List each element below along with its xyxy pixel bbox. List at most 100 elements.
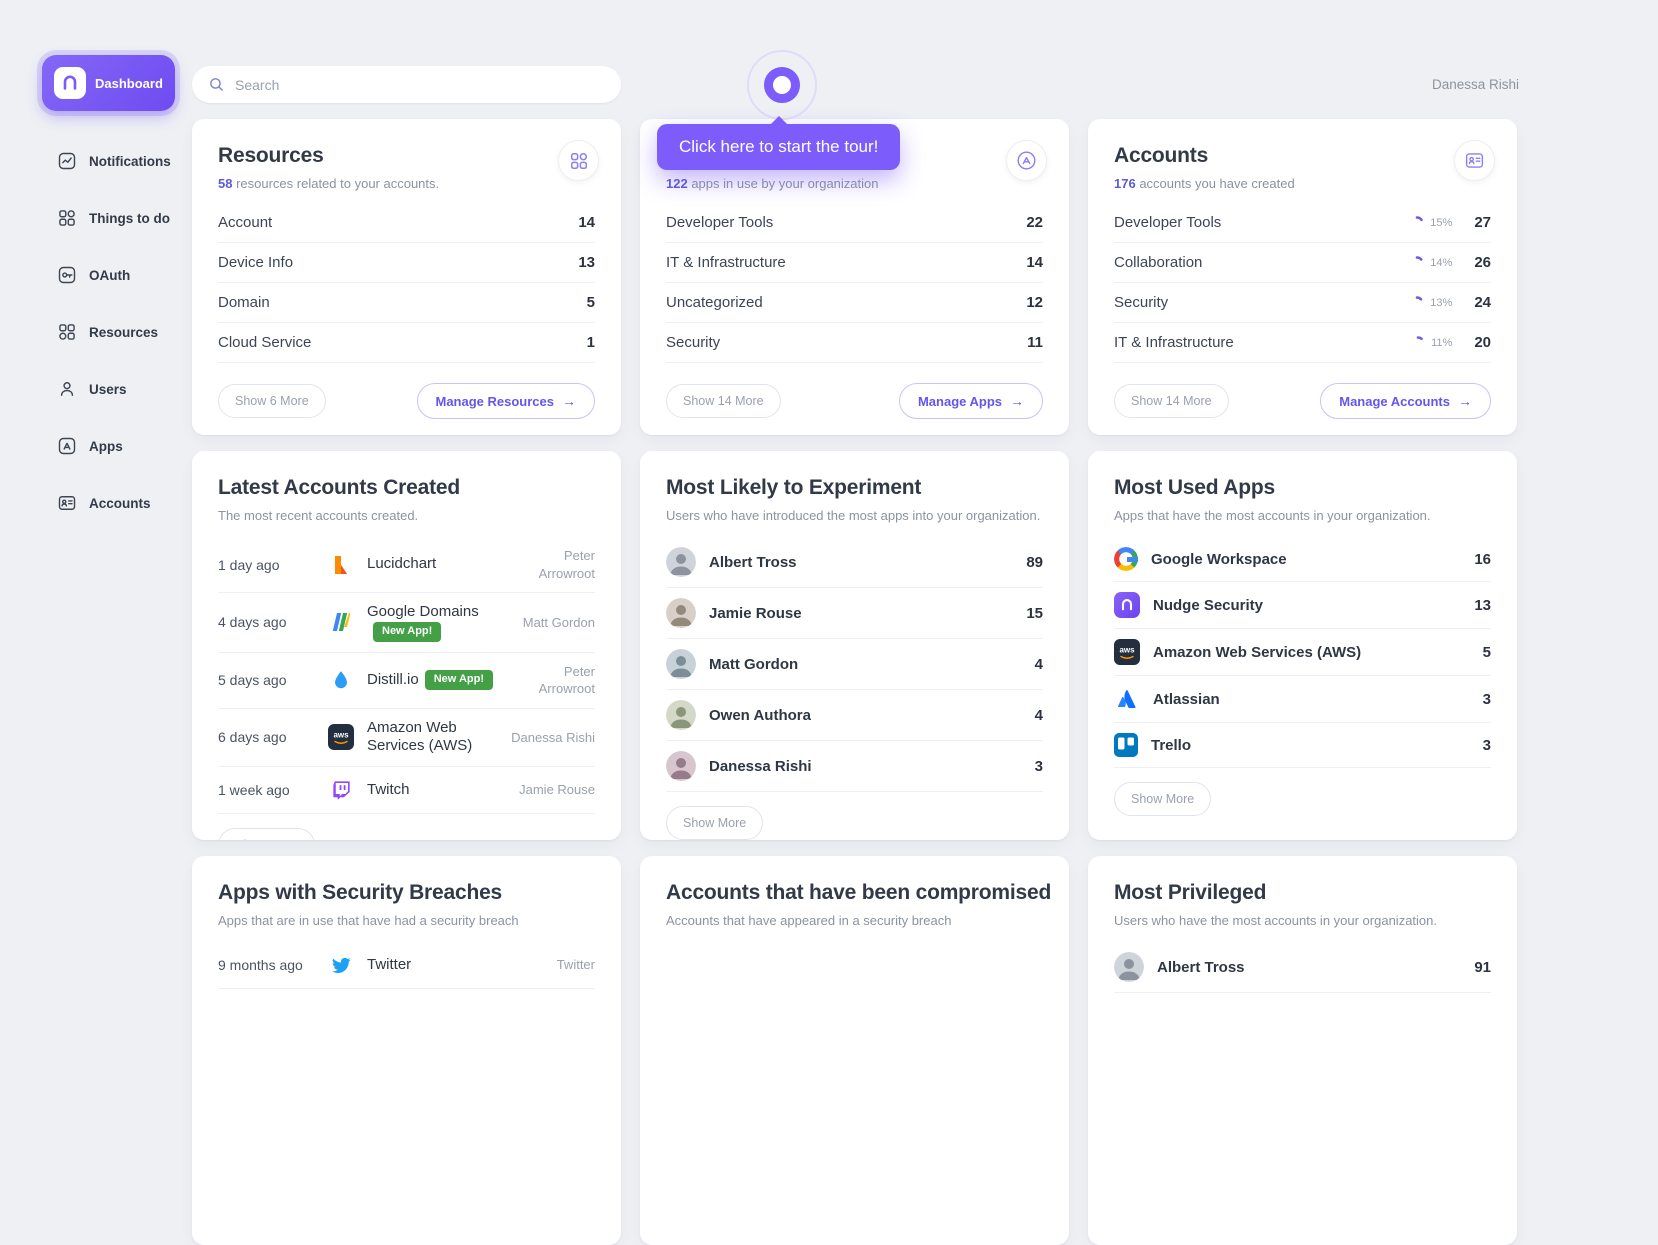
progress-arc-icon xyxy=(1411,335,1425,350)
sidebar-item-things-to-do[interactable]: Things to do xyxy=(42,198,182,238)
show-more-apps-button[interactable]: Show 14 More xyxy=(666,384,781,418)
sidebar: Dashboard Notifications Things to do xyxy=(42,55,182,540)
stat-row[interactable]: Security 13% 24 xyxy=(1114,283,1491,323)
stat-row[interactable]: Security 11 xyxy=(666,323,1043,363)
security-breaches-card: Apps with Security Breaches Apps that ar… xyxy=(192,856,621,1245)
sidebar-item-apps[interactable]: Apps xyxy=(42,426,182,466)
sidebar-item-dashboard[interactable]: Dashboard xyxy=(42,55,175,111)
account-row[interactable]: 6 days ago aws Amazon Web Services (AWS)… xyxy=(218,709,595,768)
sidebar-item-label: Accounts xyxy=(89,495,151,511)
most-privileged-card: Most Privileged Users who have the most … xyxy=(1088,856,1517,1245)
experiment-list: Albert Tross 89 Jamie Rouse 15 Matt Gord… xyxy=(666,537,1043,792)
oauth-icon xyxy=(56,264,78,286)
show-more-resources-button[interactable]: Show 6 More xyxy=(218,384,326,418)
most-used-apps-title: Most Used Apps xyxy=(1114,476,1275,499)
user-row[interactable]: Jamie Rouse 15 xyxy=(666,588,1043,639)
arrow-right-icon: → xyxy=(562,393,576,409)
tour-tooltip[interactable]: Click here to start the tour! xyxy=(657,116,901,170)
stat-row[interactable]: Developer Tools 15% 27 xyxy=(1114,203,1491,243)
user-row[interactable]: Owen Authora 4 xyxy=(666,690,1043,741)
things-to-do-icon xyxy=(56,207,78,229)
sidebar-item-oauth[interactable]: OAuth xyxy=(42,255,182,295)
latest-accounts-title: Latest Accounts Created xyxy=(218,476,461,499)
search-icon xyxy=(208,76,225,93)
apps-card: 122 apps in use by your organization Dev… xyxy=(640,119,1069,435)
avatar xyxy=(1114,952,1144,982)
sidebar-item-resources[interactable]: Resources xyxy=(42,312,182,352)
accounts-card-subtitle: 176 accounts you have created xyxy=(1114,176,1295,191)
app-store-icon xyxy=(1006,140,1047,181)
breach-row[interactable]: 9 months ago Twitter Twitter xyxy=(218,942,595,989)
nudge-security-logo xyxy=(1114,592,1140,618)
show-more-accounts-button[interactable]: Show 14 More xyxy=(1114,384,1229,418)
user-row[interactable]: Danessa Rishi 3 xyxy=(666,741,1043,792)
stat-row[interactable]: Collaboration 14% 26 xyxy=(1114,243,1491,283)
nudge-logo xyxy=(54,67,86,99)
avatar xyxy=(666,649,696,679)
show-more-experiment-button[interactable]: Show More xyxy=(666,806,764,840)
user-row[interactable]: Albert Tross 89 xyxy=(666,537,1043,588)
account-row[interactable]: 4 days ago Google DomainsNew App! Matt G… xyxy=(218,593,595,653)
compromised-accounts-title: Accounts that have been compromised xyxy=(666,881,1052,904)
resources-grid-icon xyxy=(558,140,599,181)
progress-arc-icon xyxy=(1410,295,1425,310)
dashboard-label: Dashboard xyxy=(95,75,163,91)
stat-row[interactable]: IT & Infrastructure 14 xyxy=(666,243,1043,283)
search-bar xyxy=(192,66,621,103)
id-badge-icon xyxy=(1454,140,1495,181)
experiment-subtitle: Users who have introduced the most apps … xyxy=(666,508,1041,523)
show-more-latest-button[interactable]: Show More xyxy=(218,828,316,840)
twitch-logo xyxy=(328,777,354,803)
app-row[interactable]: aws Amazon Web Services (AWS) 5 xyxy=(1114,629,1491,676)
sidebar-item-label: OAuth xyxy=(89,267,131,283)
stat-row[interactable]: Uncategorized 12 xyxy=(666,283,1043,323)
manage-resources-button[interactable]: Manage Resources → xyxy=(416,383,595,419)
resources-card: Resources 58 resources related to your a… xyxy=(192,119,621,435)
accounts-card: Accounts 176 accounts you have created D… xyxy=(1088,119,1517,435)
stat-row[interactable]: Domain 5 xyxy=(218,283,595,323)
stat-row[interactable]: Account 14 xyxy=(218,203,595,243)
account-row[interactable]: 1 day ago Lucidchart Peter Arrowroot xyxy=(218,537,595,594)
show-more-most-used-button[interactable]: Show More xyxy=(1114,782,1212,816)
compromised-accounts-card: Accounts that have been compromised Acco… xyxy=(640,856,1069,1245)
tour-start-button[interactable] xyxy=(764,67,800,103)
manage-apps-button[interactable]: Manage Apps → xyxy=(898,383,1043,419)
sidebar-item-label: Resources xyxy=(89,324,159,340)
aws-logo: aws xyxy=(1114,639,1140,665)
user-name[interactable]: Danessa Rishi xyxy=(1431,77,1519,92)
account-row[interactable]: 5 days ago Distill.io New App! Peter Arro… xyxy=(218,653,595,709)
sidebar-item-users[interactable]: Users xyxy=(42,369,182,409)
app-row[interactable]: Nudge Security 13 xyxy=(1114,582,1491,629)
stat-row[interactable]: IT & Infrastructure 11% 20 xyxy=(1114,323,1491,363)
manage-accounts-button[interactable]: Manage Accounts → xyxy=(1320,383,1491,419)
resources-card-title: Resources xyxy=(218,144,324,167)
security-breaches-title: Apps with Security Breaches xyxy=(218,881,503,904)
search-input[interactable] xyxy=(235,76,605,93)
apps-card-subtitle: 122 apps in use by your organization xyxy=(666,176,879,191)
svg-text:aws: aws xyxy=(333,731,349,740)
google-workspace-logo xyxy=(1114,547,1138,571)
sidebar-item-accounts[interactable]: Accounts xyxy=(42,483,182,523)
compromised-accounts-subtitle: Accounts that have appeared in a securit… xyxy=(666,913,952,928)
security-breaches-list: 9 months ago Twitter Twitter xyxy=(218,942,595,989)
sidebar-item-label: Notifications xyxy=(89,153,171,169)
account-row[interactable]: 1 week ago Twitch Jamie Rouse xyxy=(218,767,595,815)
apps-stat-list: Developer Tools 22 IT & Infrastructure 14 … xyxy=(666,203,1043,363)
app-row[interactable]: Trello 3 xyxy=(1114,723,1491,768)
user-row[interactable]: Matt Gordon 4 xyxy=(666,639,1043,690)
stat-row[interactable]: Device Info 13 xyxy=(218,243,595,283)
accounts-stat-list: Developer Tools 15% 27 Collaboration 14% 2… xyxy=(1114,203,1491,363)
sidebar-item-notifications[interactable]: Notifications xyxy=(42,141,182,181)
app-row[interactable]: Atlassian 3 xyxy=(1114,676,1491,723)
user-row[interactable]: Albert Tross 91 xyxy=(1114,942,1491,993)
experiment-title: Most Likely to Experiment xyxy=(666,476,922,499)
stat-row[interactable]: Developer Tools 22 xyxy=(666,203,1043,243)
stat-row[interactable]: Cloud Service 1 xyxy=(218,323,595,363)
atlassian-logo xyxy=(1114,686,1140,712)
experiment-card: Most Likely to Experiment Users who have… xyxy=(640,451,1069,840)
avatar xyxy=(666,751,696,781)
most-privileged-subtitle: Users who have the most accounts in your… xyxy=(1114,913,1438,928)
latest-accounts-list: 1 day ago Lucidchart Peter Arrowroot 4 d… xyxy=(218,537,595,815)
latest-accounts-subtitle: The most recent accounts created. xyxy=(218,508,419,523)
app-row[interactable]: Google Workspace 16 xyxy=(1114,537,1491,582)
